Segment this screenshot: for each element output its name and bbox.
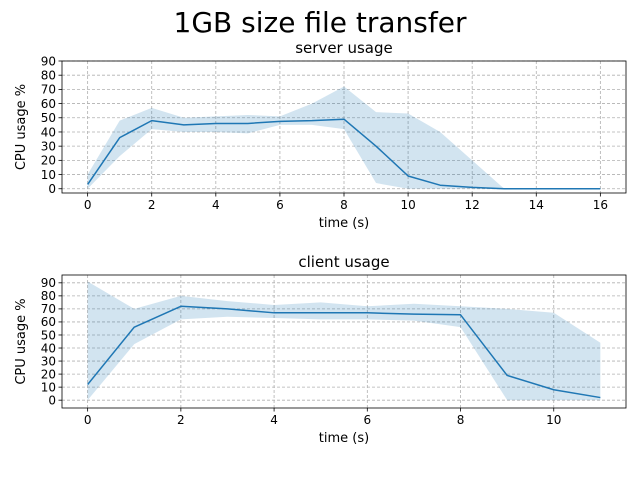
server-x-tick-label: 14 — [529, 198, 544, 212]
server-usage-band — [87, 86, 601, 189]
client-axes-frame — [61, 274, 627, 409]
client-y-axis-label: CPU usage % — [14, 298, 29, 384]
client-y-tick-label: 60 — [41, 315, 56, 329]
client-x-tick-label: 0 — [84, 413, 92, 427]
server-x-axis-label: time (s) — [319, 216, 369, 231]
server-x-tick-label: 8 — [340, 198, 348, 212]
server-x-tick-label: 16 — [593, 198, 608, 212]
server-usage-line — [87, 118, 601, 190]
server-x-tick-label: 6 — [276, 198, 284, 212]
server-y-tick-label: 80 — [41, 68, 56, 82]
server-y-tick-label: 90 — [41, 54, 56, 68]
server-y-tick-label: 60 — [41, 97, 56, 111]
client-usage-line — [87, 305, 601, 399]
server-y-tick-label: 30 — [41, 139, 56, 153]
client-chart-title: client usage — [298, 253, 389, 271]
client-y-tick-label: 20 — [41, 367, 56, 381]
server-y-tick-label: 40 — [41, 125, 56, 139]
client-x-tick-label: 2 — [177, 413, 185, 427]
client-usage-band — [87, 281, 601, 401]
client-x-tick-label: 10 — [546, 413, 561, 427]
server-x-tick-label: 4 — [212, 198, 220, 212]
server-y-tick-label: 0 — [48, 182, 56, 196]
server-chart-title: server usage — [295, 39, 393, 57]
server-y-axis-label: CPU usage % — [14, 84, 29, 170]
client-y-tick-label: 10 — [41, 380, 56, 394]
server-x-tick-label: 0 — [84, 198, 92, 212]
client-y-tick-label: 70 — [41, 302, 56, 316]
client-x-axis-label: time (s) — [319, 431, 369, 446]
server-y-tick-label: 10 — [41, 168, 56, 182]
server-y-tick-label: 50 — [41, 111, 56, 125]
server-x-tick-label: 10 — [400, 198, 415, 212]
client-x-tick-label: 4 — [270, 413, 278, 427]
client-y-tick-label: 50 — [41, 328, 56, 342]
client-y-tick-label: 0 — [48, 393, 56, 407]
client-x-tick-label: 6 — [363, 413, 371, 427]
server-y-tick-label: 70 — [41, 83, 56, 97]
client-y-tick-label: 80 — [41, 289, 56, 303]
figure-title: 1GB size file transfer — [174, 6, 467, 39]
server-y-tick-label: 20 — [41, 154, 56, 168]
server-x-tick-label: 2 — [148, 198, 156, 212]
client-y-tick-label: 90 — [41, 276, 56, 290]
client-y-tick-label: 30 — [41, 354, 56, 368]
client-x-tick-label: 8 — [457, 413, 465, 427]
client-y-tick-label: 40 — [41, 341, 56, 355]
server-x-tick-label: 12 — [465, 198, 480, 212]
